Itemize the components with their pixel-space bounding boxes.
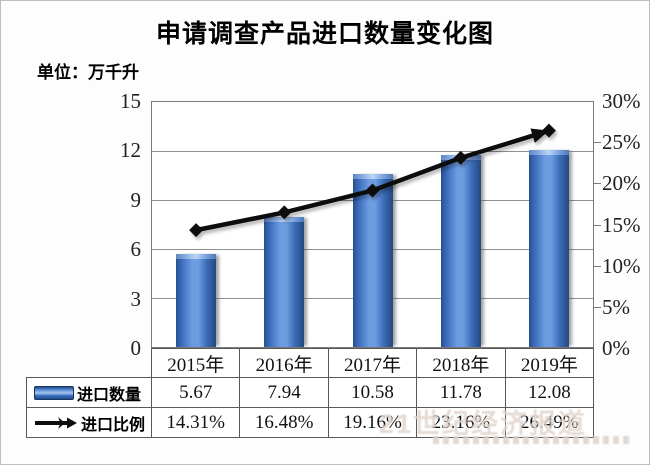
right-axis-tick: 15% [602,212,641,237]
table-row: 进口比例 14.31% 16.48% 19.16% 23.16% 26.49% [27,408,593,437]
value-cell: 14.31% [166,411,225,433]
plot-area [151,101,594,348]
left-axis-tick: 9 [130,187,142,212]
right-axis-tickmark [594,183,601,185]
row-label: 进口比例 [27,408,152,437]
legend-bar-swatch-icon [34,385,74,400]
marker-2015年 [189,223,204,238]
left-axis-tick: 6 [130,237,142,262]
value-cell: 26.49% [504,408,593,437]
row-label-text: 进口数量 [77,386,142,404]
value-cell: 7.94 [239,378,327,407]
bar-2019年 [528,149,569,347]
marker-2018年 [453,150,468,165]
category-axis-row: 2015年 2016年 2017年 2018年 2019年 [151,348,594,378]
value-cell: 23.16% [416,408,504,437]
year-cell: 2015年 [167,354,225,376]
right-axis-tick: 5% [602,294,630,319]
year-cell: 2019年 [504,349,593,377]
value-cell: 19.16% [327,408,416,437]
year-cell: 2016年 [239,349,327,377]
year-cell: 2018年 [416,349,504,377]
value-cell: 10.58 [327,378,416,407]
value-cell: 11.78 [416,378,504,407]
left-axis-tick: 12 [120,138,141,163]
gridline [152,151,593,152]
bar-2017年 [352,174,393,347]
unit-label: 单位：万千升 [37,63,139,82]
table-row: 进口数量 5.67 7.94 10.58 11.78 12.08 [27,378,593,408]
value-cell: 5.67 [179,381,213,403]
left-axis-tick: 3 [130,286,142,311]
legend-line-arrow-icon [35,416,77,429]
row-label: 进口数量 [27,378,152,407]
right-axis-tick: 30% [602,89,641,113]
marker-2017年 [365,183,380,198]
right-axis-tick: 0% [602,336,630,360]
right-axis-tick: 25% [602,130,641,155]
chart-title: 申请调查产品进口数量变化图 [155,20,494,48]
bar-2016年 [264,217,305,347]
right-axis-tickmark [594,306,601,308]
data-table: 进口数量 5.67 7.94 10.58 11.78 12.08 进口比例 14.31% 16.… [26,377,594,438]
right-axis-tick: 10% [602,253,641,278]
left-axis-tick: 0 [130,336,142,360]
right-axis-tick: 20% [602,171,641,196]
value-cell: 12.08 [504,378,593,407]
trend-line-layer [189,123,556,238]
left-axis-tick: 15 [120,89,141,113]
marker-2016年 [277,205,292,220]
marker-2019年 [541,123,556,138]
row-label-text: 进口比例 [81,416,146,434]
bar-2018年 [440,154,481,347]
right-axis-tickmark [594,224,601,226]
bar-2015年 [176,254,217,347]
right-axis-tickmark [594,265,601,267]
year-cell: 2017年 [327,349,416,377]
trend-line [195,128,550,233]
value-cell: 16.48% [239,408,327,437]
right-axis-tickmark [594,142,601,144]
